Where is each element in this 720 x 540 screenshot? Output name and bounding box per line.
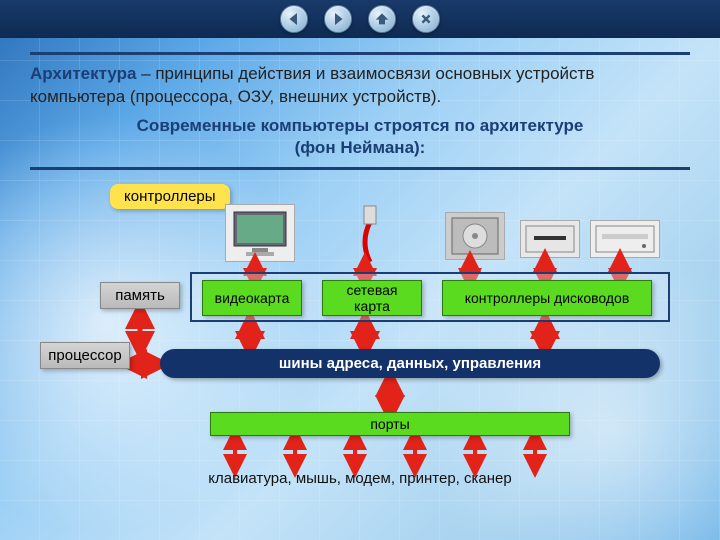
lead-word: Архитектура: [30, 64, 136, 83]
arrows-layer: [30, 174, 690, 504]
processor-block: процессор: [40, 342, 130, 369]
network-card-block: сетевая карта: [322, 280, 422, 316]
close-button[interactable]: [412, 5, 440, 33]
top-nav: [0, 0, 720, 38]
slide-content: Архитектура – принципы действия и взаимо…: [30, 48, 690, 530]
back-button[interactable]: [280, 5, 308, 33]
architecture-diagram: контроллеры: [30, 174, 690, 504]
video-card-block: видеокарта: [202, 280, 302, 316]
divider-bottom: [30, 167, 690, 170]
play-button[interactable]: [324, 5, 352, 33]
ports-block: порты: [210, 412, 570, 436]
definition-paragraph: Архитектура – принципы действия и взаимо…: [30, 63, 690, 109]
subheading: Современные компьютеры строятся по архит…: [30, 115, 690, 159]
disk-controllers-block: контроллеры дисководов: [442, 280, 652, 316]
peripherals-label: клавиатура, мышь, модем, принтер, сканер: [30, 470, 690, 487]
memory-block: память: [100, 282, 180, 309]
bus-block: шины адреса, данных, управления: [160, 349, 660, 378]
home-button[interactable]: [368, 5, 396, 33]
divider-top: [30, 52, 690, 55]
